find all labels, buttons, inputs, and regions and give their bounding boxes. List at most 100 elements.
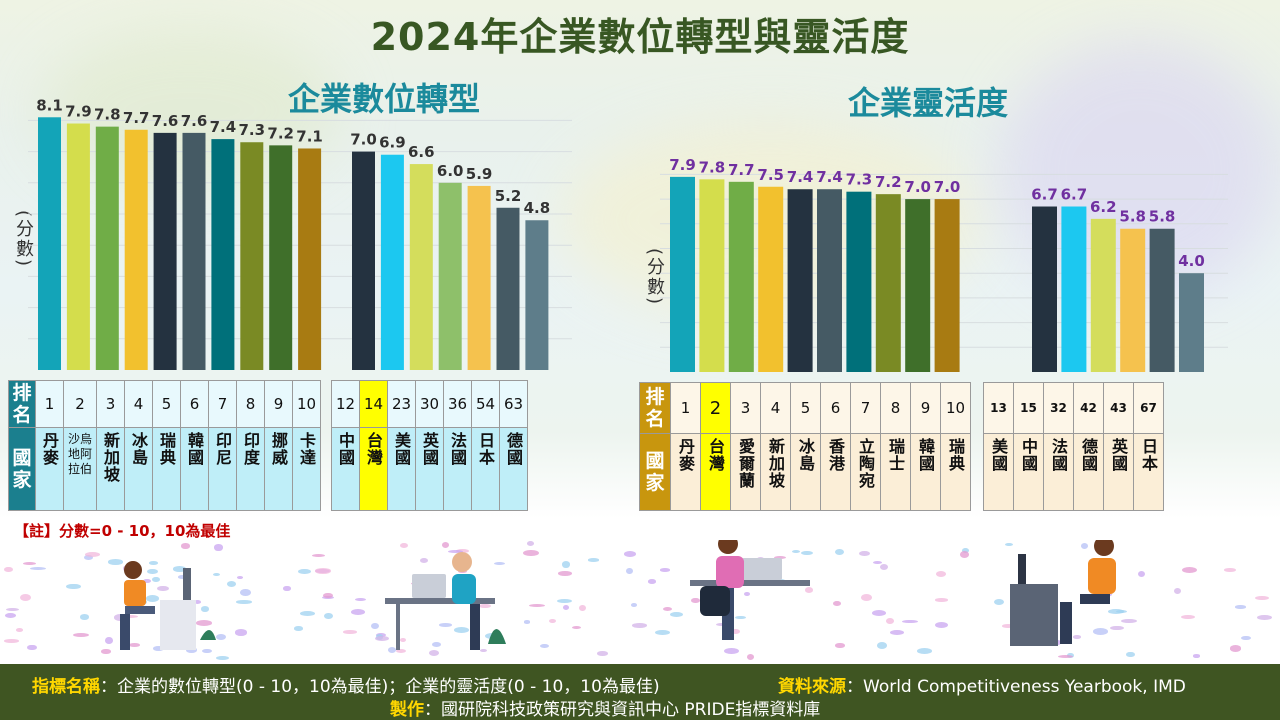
decorative-dot — [145, 595, 160, 603]
country-name-cell: 冰島 — [790, 433, 821, 511]
country-name-cell: 德國 — [1073, 433, 1104, 511]
country-name-cell: 沙烏地阿拉伯 — [63, 427, 97, 511]
bar-value-label: 8.1 — [36, 96, 63, 114]
country-name-cell: 英國 — [415, 427, 444, 511]
rank-cell: 8 — [880, 382, 911, 434]
bar — [496, 207, 520, 370]
bar-value-label: 7.4 — [210, 118, 237, 136]
bar — [1061, 206, 1087, 372]
decorative-dot — [886, 617, 894, 624]
decorative-dot — [323, 592, 334, 598]
decorative-dot — [993, 599, 1004, 606]
country-name-cell: 印尼 — [208, 427, 237, 511]
worker-figure — [120, 561, 216, 650]
bar-value-label: 7.3 — [239, 121, 266, 139]
decorative-dot — [299, 611, 315, 617]
office-illustration — [0, 540, 1280, 664]
country-name-cell: 丹麥 — [35, 427, 64, 511]
decorative-dot — [387, 647, 397, 654]
decorative-dot — [804, 586, 814, 593]
decorative-dot — [1073, 635, 1081, 639]
country-name: 日本 — [476, 432, 495, 466]
decorative-dot — [1055, 639, 1062, 645]
indicator-label: 指標名稱 — [32, 677, 100, 697]
decorative-dot — [105, 637, 113, 645]
rank-cell: 67 — [1133, 382, 1164, 434]
country-name: 新加坡 — [766, 438, 785, 489]
decorative-dot — [453, 627, 469, 633]
decorative-dot — [523, 620, 531, 624]
bar — [95, 126, 119, 370]
rank-cell: 43 — [1103, 382, 1134, 434]
source-line: 資料來源：World Competitiveness Yearbook, IMD — [778, 672, 1186, 697]
rank-cell: 30 — [415, 380, 444, 428]
country-row: 國家 丹麥 沙烏地阿拉伯 新加坡 冰島 瑞典 韓國 印尼 印度 挪威 卡達 中國 台灣 美國 英國 法國 日本… — [8, 427, 528, 511]
country-name: 丹麥 — [40, 432, 59, 466]
decorative-dot — [479, 603, 492, 609]
producer-text: ：國研院科技政策研究與資訊中心 PRIDE指標資料庫 — [424, 700, 821, 720]
bar-value-label: 5.8 — [1119, 208, 1146, 226]
decorative-dot — [835, 643, 845, 648]
decorative-dot — [834, 549, 844, 556]
country-name-cell: 法國 — [1043, 433, 1074, 511]
bar-value-label: 4.0 — [1178, 252, 1205, 270]
decorative-dot — [3, 639, 19, 643]
decorative-dot — [526, 540, 534, 546]
decorative-dot — [792, 550, 801, 554]
rank-cell: 9 — [910, 382, 941, 434]
decorative-dot — [735, 615, 746, 620]
rank-cell: 13 — [983, 382, 1014, 434]
decorative-dot — [556, 598, 573, 603]
rank-cell: 1 — [670, 382, 701, 434]
country-name: 英國 — [420, 432, 439, 466]
rank-cell: 15 — [1013, 382, 1044, 434]
decorative-dot — [23, 561, 36, 565]
country-name-cell: 愛爾蘭 — [730, 433, 761, 511]
decorative-dot — [350, 609, 365, 615]
source-label: 資料來源 — [778, 677, 846, 697]
decorative-dot — [877, 642, 888, 649]
country-name-cell: 丹麥 — [670, 433, 701, 511]
rank-cell: 10 — [940, 382, 971, 434]
decorative-dot — [935, 621, 949, 628]
country-name: 瑞典 — [157, 432, 176, 466]
bar-value-label: 7.4 — [816, 168, 843, 186]
rank-cell: 9 — [264, 380, 293, 428]
rank-cell: 6 — [180, 380, 209, 428]
bar — [269, 145, 293, 370]
bar — [124, 129, 148, 370]
decorative-dot — [200, 606, 209, 612]
decorative-dot — [1121, 618, 1137, 623]
country-name-cell: 挪威 — [264, 427, 293, 511]
country-name-cell: 美國 — [983, 433, 1014, 511]
country-name: 卡達 — [297, 432, 316, 466]
country-name: 英國 — [1109, 438, 1128, 472]
country-name: 台灣 — [364, 432, 383, 466]
bar — [846, 191, 872, 372]
country-name-cell: 英國 — [1103, 433, 1134, 511]
country-name: 沙烏地阿拉伯 — [67, 432, 92, 476]
bar-value-label: 7.5 — [757, 166, 784, 184]
workers-illustration — [120, 540, 1116, 650]
country-name: 美國 — [392, 432, 411, 466]
decorative-dot — [1057, 655, 1074, 659]
country-name-cell: 日本 — [471, 427, 500, 511]
decorative-dot — [65, 583, 81, 590]
decorative-dot — [29, 566, 46, 570]
country-name-cell: 香港 — [820, 433, 851, 511]
country-name-cell: 冰島 — [124, 427, 153, 511]
bar — [438, 182, 462, 370]
country-name: 印尼 — [213, 432, 232, 466]
bar — [758, 186, 784, 372]
table-gap — [321, 428, 332, 511]
rank-cell: 10 — [292, 380, 321, 428]
decorative-dot — [1005, 542, 1013, 546]
decorative-dot — [549, 619, 557, 624]
decorative-dot — [647, 579, 657, 584]
decorative-dot — [4, 566, 14, 573]
decorative-dot — [1241, 636, 1251, 641]
country-name-cell: 日本 — [1133, 433, 1164, 511]
bar — [240, 142, 264, 370]
decorative-dot — [1235, 605, 1246, 609]
bar-value-label: 6.6 — [408, 143, 435, 161]
